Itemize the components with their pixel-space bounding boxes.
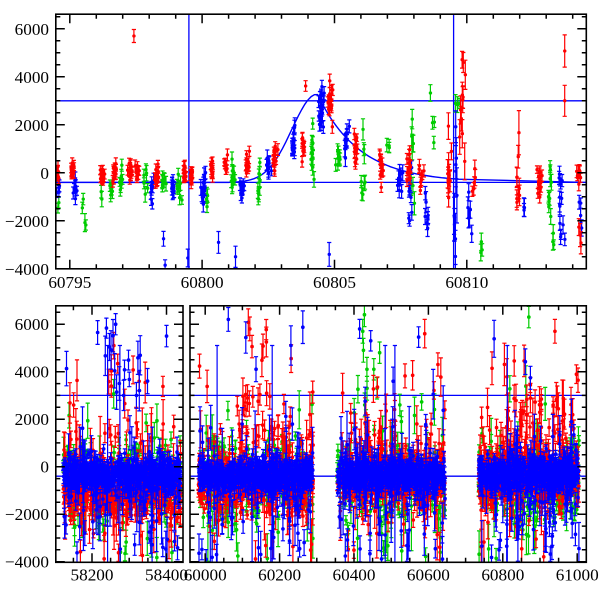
svg-text:4000: 4000 (15, 68, 49, 87)
svg-text:60600: 60600 (407, 566, 450, 585)
svg-text:58400: 58400 (145, 566, 188, 585)
svg-text:6000: 6000 (15, 315, 49, 334)
svg-text:−4000: −4000 (5, 553, 49, 572)
svg-text:58200: 58200 (71, 566, 114, 585)
svg-text:4000: 4000 (15, 363, 49, 382)
svg-text:61000: 61000 (556, 566, 599, 585)
svg-text:60800: 60800 (481, 566, 524, 585)
svg-text:−2000: −2000 (5, 212, 49, 231)
svg-text:−4000: −4000 (5, 260, 49, 279)
svg-text:0: 0 (40, 164, 49, 183)
svg-text:60200: 60200 (258, 566, 301, 585)
svg-text:60800: 60800 (181, 273, 224, 292)
svg-text:60000: 60000 (184, 566, 227, 585)
svg-text:60795: 60795 (48, 273, 91, 292)
svg-text:60400: 60400 (333, 566, 376, 585)
svg-text:0: 0 (40, 458, 49, 477)
svg-text:60805: 60805 (313, 273, 356, 292)
svg-text:60810: 60810 (445, 273, 488, 292)
svg-text:6000: 6000 (15, 20, 49, 39)
svg-text:−2000: −2000 (5, 505, 49, 524)
svg-text:2000: 2000 (15, 410, 49, 429)
svg-text:2000: 2000 (15, 116, 49, 135)
